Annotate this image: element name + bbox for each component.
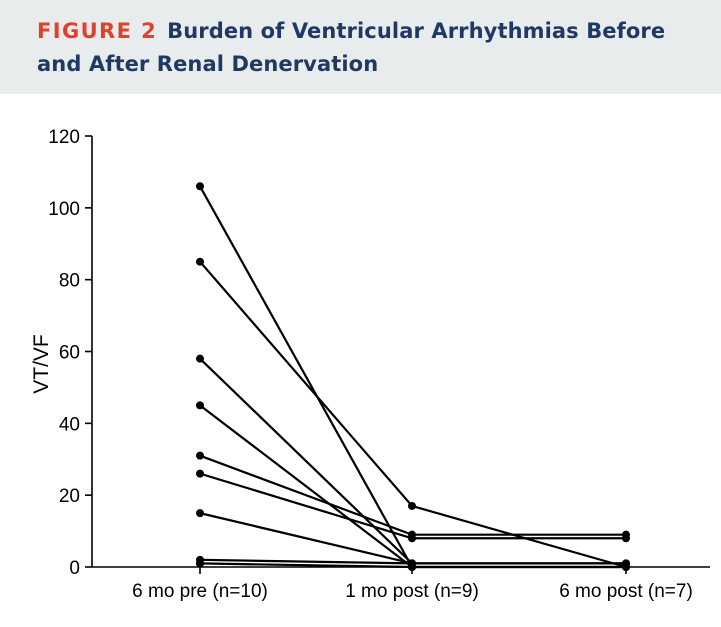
series-line <box>199 260 627 569</box>
data-point <box>196 451 204 460</box>
line-chart: 0 20 40 60 80 100 120 6 mo pre (n=10) 1 mo post … <box>30 127 710 602</box>
y-tick-label: 0 <box>69 558 80 579</box>
y-tick-label: 40 <box>59 414 80 435</box>
series-3 <box>196 354 416 568</box>
series-line <box>199 454 626 536</box>
x-tick-label: 6 mo post (n=7) <box>559 581 693 602</box>
data-point <box>196 354 204 363</box>
data-point <box>196 509 204 518</box>
chart-axes: 0 20 40 60 80 100 120 6 mo pre (n=10) 1 mo post … <box>48 127 710 602</box>
x-tick-label: 6 mo pre (n=10) <box>132 581 268 602</box>
x-tick-label: 1 mo post (n=9) <box>345 581 479 602</box>
data-point <box>196 559 204 568</box>
data-point <box>622 534 630 543</box>
series-5 <box>196 451 630 539</box>
series-2 <box>196 257 630 571</box>
chart-series <box>196 182 630 571</box>
data-point <box>408 534 416 543</box>
figure-caption: FIGURE 2 Burden of Ventricular Arrhythmia… <box>37 15 697 81</box>
data-point <box>196 257 204 266</box>
y-axis-label: VT/VF <box>30 334 53 394</box>
series-line <box>199 357 413 565</box>
data-point <box>408 501 416 510</box>
series-1 <box>196 182 416 571</box>
figure-title: Burden of Ventricular Arrhythmias Before… <box>37 19 666 76</box>
series-6 <box>196 469 630 543</box>
y-tick-label: 100 <box>48 199 80 220</box>
data-point <box>196 401 204 410</box>
series-4 <box>196 401 630 571</box>
data-point <box>196 469 204 478</box>
series-line <box>199 404 626 569</box>
y-tick-label: 80 <box>59 271 80 292</box>
y-tick-label: 60 <box>59 343 80 364</box>
figure-label: FIGURE 2 <box>37 19 158 43</box>
series-line <box>199 185 413 568</box>
data-point <box>196 182 204 191</box>
data-point <box>622 563 630 571</box>
y-tick-label: 20 <box>59 486 80 507</box>
figure-header: FIGURE 2 Burden of Ventricular Arrhythmia… <box>0 0 721 94</box>
data-point <box>408 563 416 571</box>
y-tick-label: 120 <box>48 127 80 148</box>
series-10 <box>196 559 204 568</box>
